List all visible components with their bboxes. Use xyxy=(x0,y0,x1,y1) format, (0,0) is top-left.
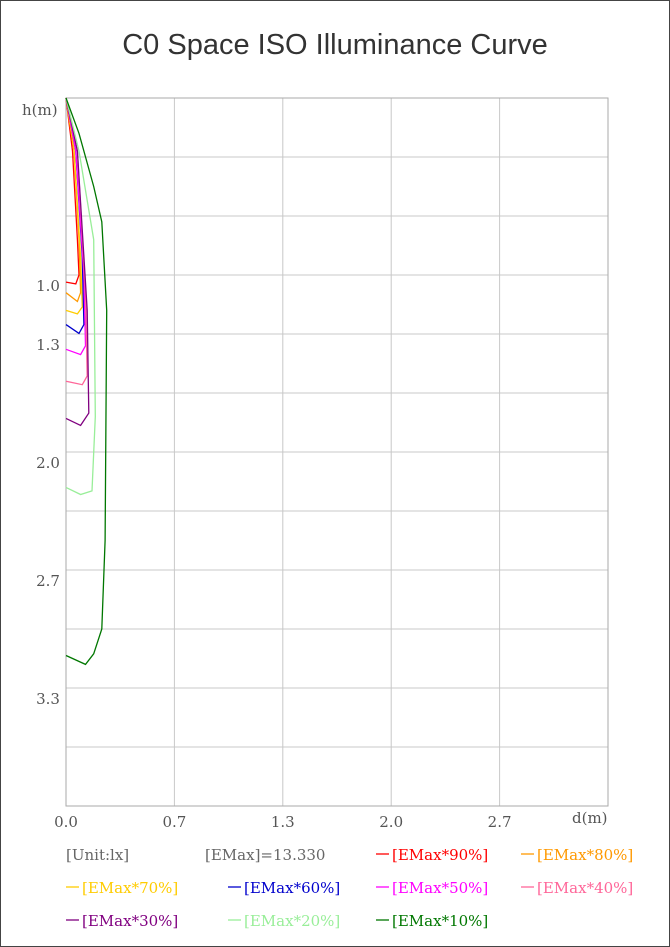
iso-curve-series xyxy=(65,97,80,285)
legend-entry: [EMax*30%] xyxy=(82,912,178,930)
x-tick-label: 1.3 xyxy=(271,813,295,831)
legend-entry: [EMax*90%] xyxy=(392,846,488,864)
iso-curve-series xyxy=(65,97,96,496)
legend-entry: [Unit:lx] xyxy=(66,846,129,864)
y-tick-label: 1.3 xyxy=(36,336,60,354)
iso-curve-series xyxy=(65,97,108,666)
legend-entry: [EMax*10%] xyxy=(392,912,488,930)
legend-entry: [EMax*40%] xyxy=(537,879,633,897)
y-tick-label: 2.0 xyxy=(36,454,60,472)
x-tick-label: 0.0 xyxy=(54,813,78,831)
chart-title: C0 Space ISO Illuminance Curve xyxy=(122,29,548,61)
iso-curve-series xyxy=(65,97,87,356)
y-axis-label: h(m) xyxy=(22,101,58,119)
y-tick-label: 2.7 xyxy=(36,572,60,590)
y-tick-label: 1.0 xyxy=(36,277,60,295)
legend-entry: [EMax*70%] xyxy=(82,879,178,897)
legend-entry: [EMax]=13.330 xyxy=(205,846,325,864)
plot-border xyxy=(65,97,609,807)
iso-curve-series xyxy=(65,97,83,315)
legend-entry: [EMax*20%] xyxy=(244,912,340,930)
legend-entry: [EMax*50%] xyxy=(392,879,488,897)
legend-entry: [EMax*60%] xyxy=(244,879,340,897)
legend-entry: [EMax*80%] xyxy=(537,846,633,864)
x-tick-label: 2.0 xyxy=(379,813,403,831)
x-tick-label: 0.7 xyxy=(162,813,186,831)
x-tick-label: 2.7 xyxy=(488,813,512,831)
iso-curve-series xyxy=(65,97,90,427)
y-tick-label: 3.3 xyxy=(36,690,60,708)
x-axis-label: d(m) xyxy=(572,809,608,827)
